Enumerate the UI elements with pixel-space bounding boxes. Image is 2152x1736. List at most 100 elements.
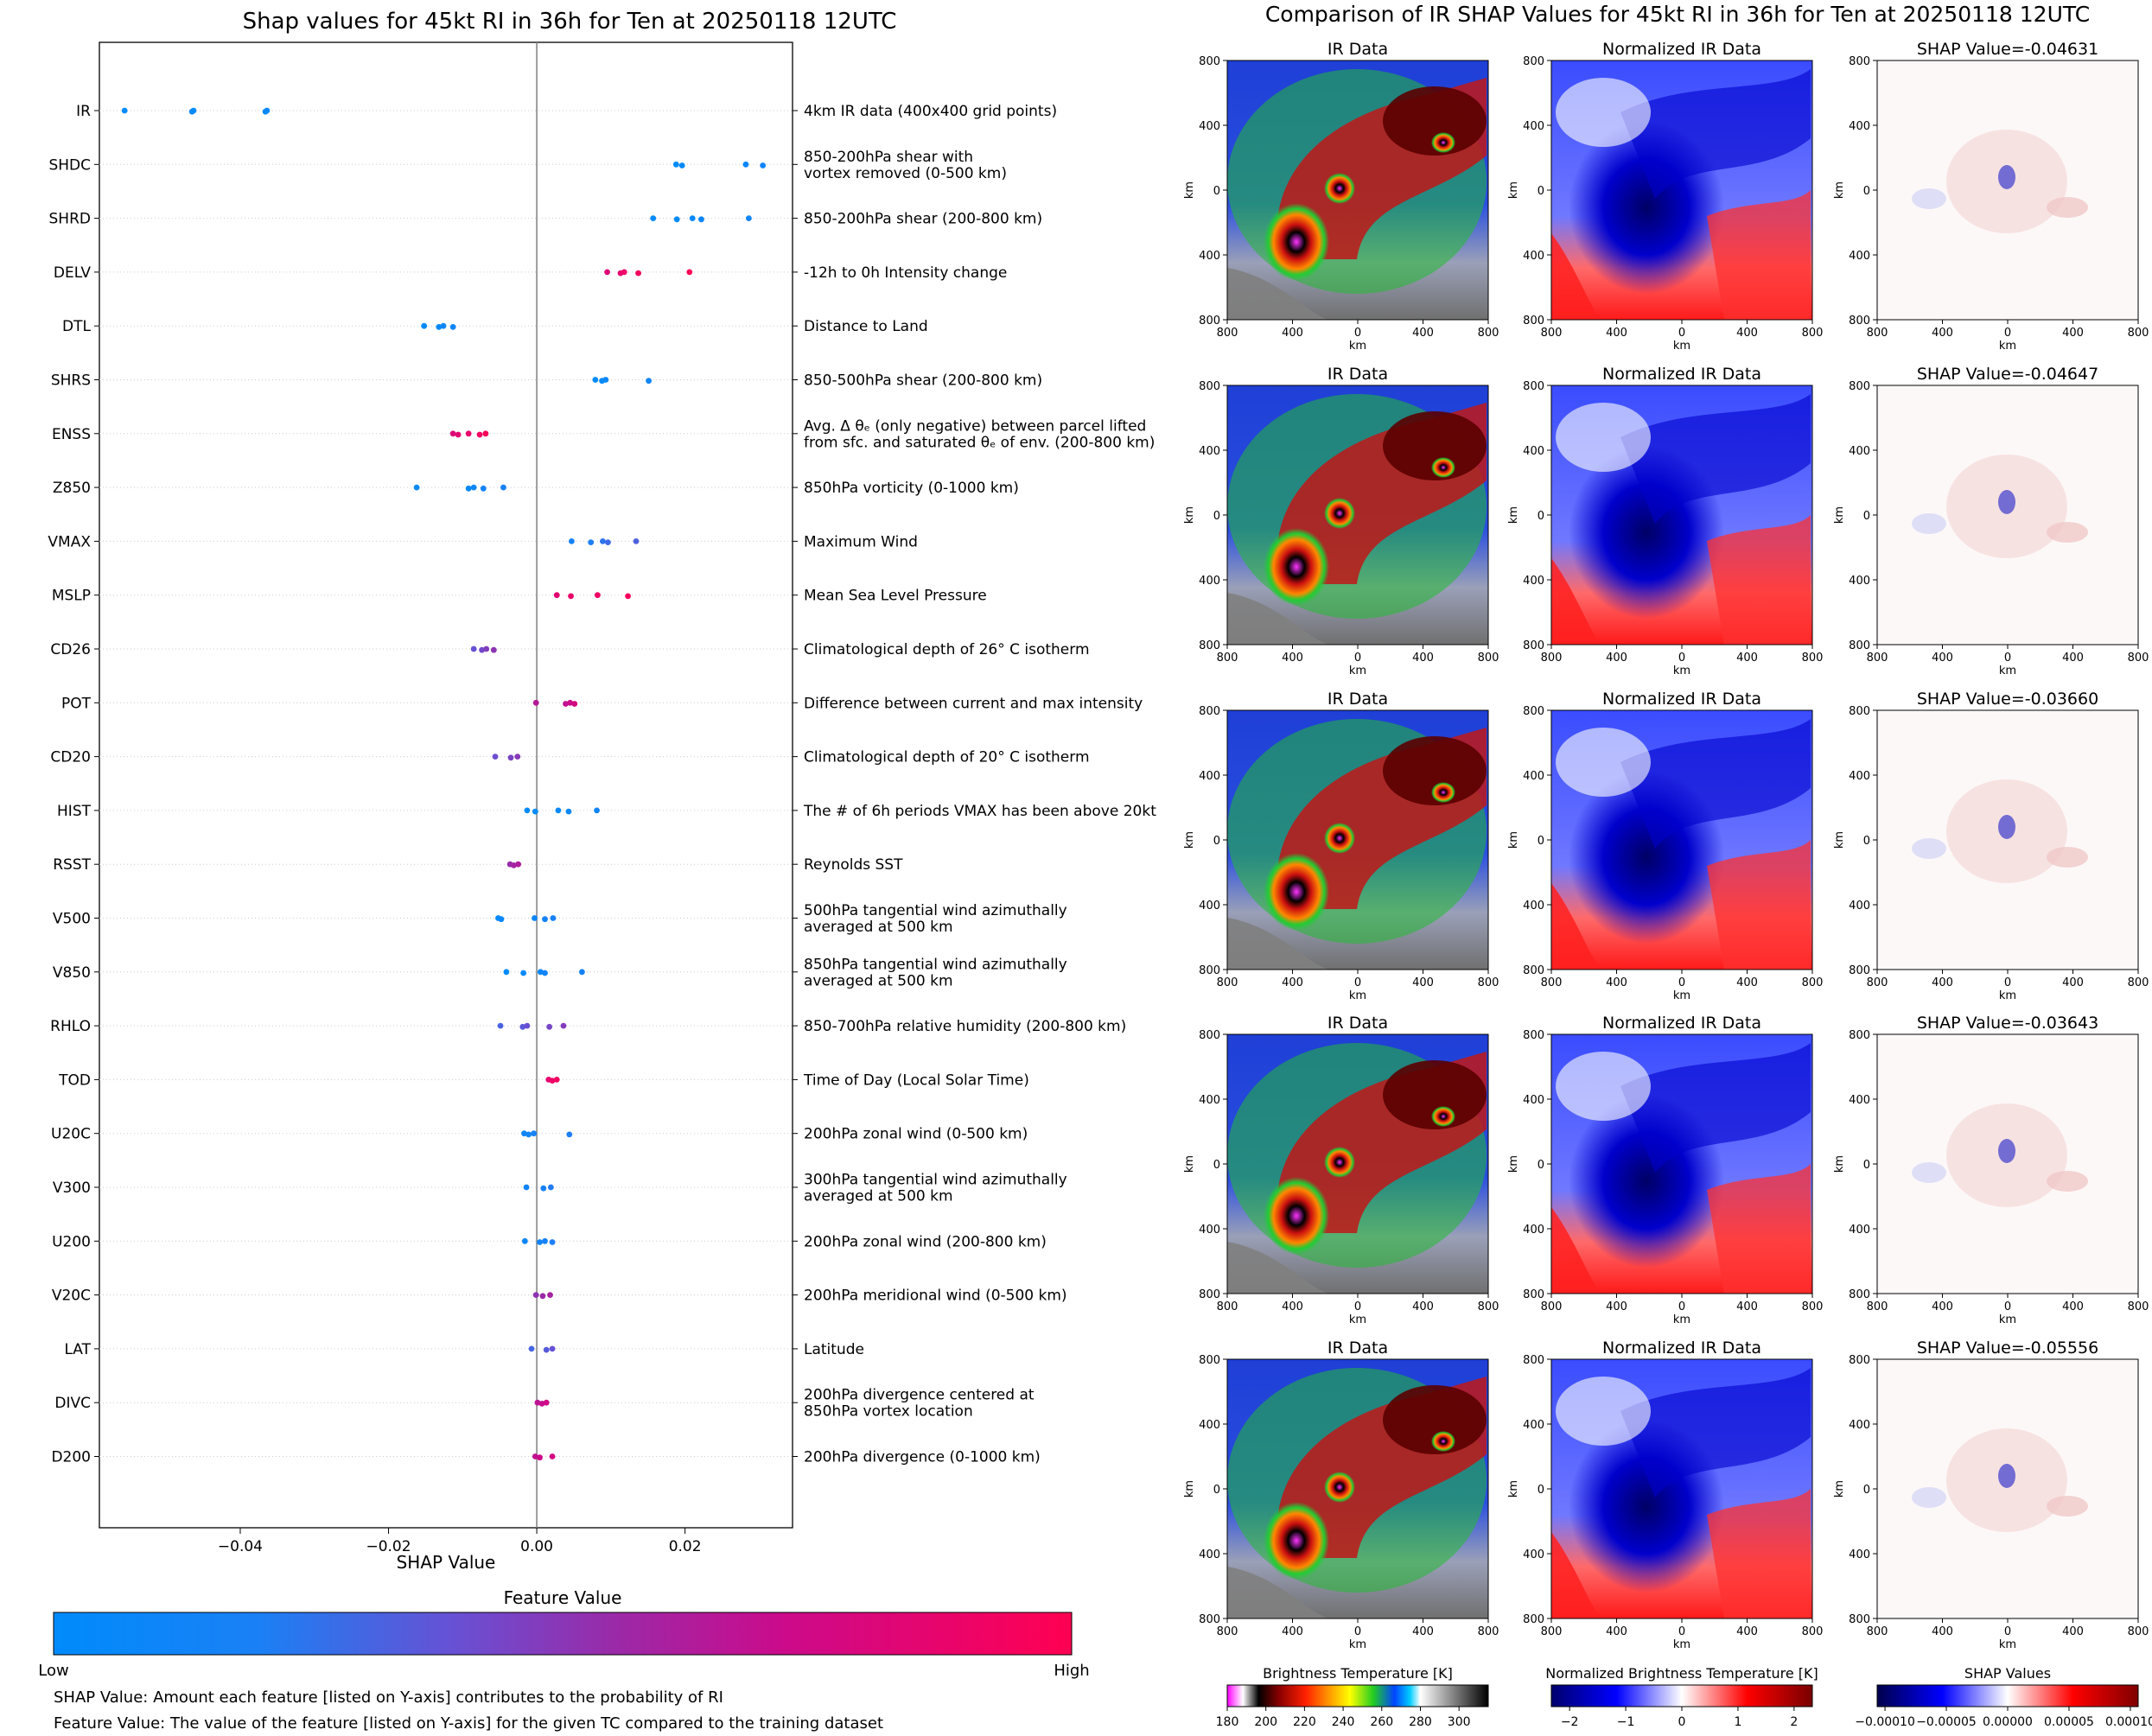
panel-x-tick-label: 400	[1606, 327, 1627, 340]
panel-x-tick-label: 400	[1282, 976, 1303, 989]
panel-colorbar-gradient	[1226, 1684, 1489, 1707]
panel-y-tick-label: 0	[1538, 835, 1544, 848]
shap-blue-core	[1998, 490, 2015, 514]
colorbar-gradient	[53, 1612, 1073, 1656]
colorbar-title: Feature Value	[504, 1587, 622, 1608]
shap-point	[698, 216, 704, 223]
panel-y-axis-label: km	[1833, 506, 1846, 524]
nir-warm-area	[1551, 233, 1603, 320]
panel-x-tick-label: 0	[1354, 1625, 1361, 1638]
panel-y-tick-label: 400	[1849, 770, 1870, 783]
panel-x-tick-label: 400	[2062, 976, 2084, 989]
panel-y-tick-label: 400	[1523, 1094, 1544, 1107]
panel-y-tick-label: 800	[1199, 1354, 1220, 1367]
panel-x-tick-label: 400	[1282, 327, 1303, 340]
panel-x-tick-label: 800	[1478, 976, 1499, 989]
ir-core-small	[1324, 498, 1355, 529]
panel-y-tick-label: 0	[1863, 1484, 1870, 1497]
feature-label: SHDC	[48, 156, 91, 174]
panel-x-tick-label: 800	[1478, 1625, 1499, 1638]
panel-x-tick-label: 0	[1354, 976, 1361, 989]
feature-label: D200	[51, 1449, 91, 1466]
shap-point	[470, 484, 477, 491]
feature-description: averaged at 500 km	[804, 919, 953, 936]
shap-point	[537, 1454, 543, 1461]
feature-description: Climatological depth of 20° C isotherm	[804, 749, 1090, 766]
panel-colorbar-gradient	[1550, 1684, 1813, 1707]
panel-x-tick-label: 0	[2004, 976, 2011, 989]
feature-description: 850hPa tangential wind azimuthally	[804, 956, 1067, 973]
panel-x-tick-label: 400	[1606, 1625, 1627, 1638]
panel-y-axis-label: km	[1183, 181, 1196, 199]
panel-y-tick-label: 400	[1523, 250, 1544, 263]
panel-y-tick-label: 400	[1849, 120, 1870, 133]
feature-description: from sfc. and saturated θₑ of env. (200-…	[804, 434, 1155, 451]
panel-y-tick-label: 0	[1863, 835, 1870, 848]
panel-x-tick-label: 800	[1541, 652, 1563, 665]
shap-point	[476, 431, 483, 438]
ir-core-small	[1324, 1472, 1355, 1503]
shap-point	[515, 861, 522, 868]
panel-x-tick-label: 800	[1867, 1300, 1888, 1313]
panel-y-tick-label: 800	[1523, 1288, 1544, 1301]
panel-x-tick-label: 800	[2128, 327, 2149, 340]
ir-core-small	[1324, 1147, 1355, 1178]
panel-y-tick-label: 400	[1849, 1094, 1870, 1107]
panel-title: SHAP Value=-0.03660	[1917, 690, 2098, 709]
panel-colorbar-title: Normalized Brightness Temperature [K]	[1545, 1665, 1818, 1682]
feature-description: 850hPa vorticity (0-1000 km)	[804, 480, 1019, 497]
panel-y-tick-label: 400	[1523, 120, 1544, 133]
x-axis-label: SHAP Value	[397, 1552, 496, 1573]
panel-x-tick-label: 800	[1541, 327, 1563, 340]
shap-point	[524, 1022, 531, 1029]
feature-description: 850-500hPa shear (200-800 km)	[804, 372, 1042, 390]
x-tick-label: −0.02	[366, 1538, 411, 1555]
shap-point	[542, 1237, 548, 1244]
feature-label: CD20	[50, 749, 91, 766]
feature-label: RSST	[53, 856, 91, 874]
nir-band	[1620, 719, 1811, 849]
panel-x-axis-label: km	[1349, 1638, 1366, 1651]
ir-core-small	[1431, 457, 1455, 478]
shap-point	[523, 1184, 530, 1191]
shap-point	[511, 862, 517, 868]
shap-point	[514, 754, 521, 760]
panel-y-tick-label: 800	[1523, 380, 1544, 393]
ir-core-small	[1431, 132, 1455, 153]
panel-x-tick-label: 800	[2128, 1625, 2149, 1638]
panel-colorbar-tick-label: 260	[1370, 1715, 1393, 1729]
feature-description: 200hPa zonal wind (200-800 km)	[804, 1233, 1047, 1250]
feature-label: MSLP	[52, 588, 91, 605]
panel-y-tick-label: 800	[1849, 964, 1870, 977]
panel-y-tick-label: 400	[1199, 1224, 1220, 1237]
shap-point	[500, 484, 506, 491]
feature-value-colorbar: Feature Value Low High	[38, 1587, 1089, 1680]
shap-point	[571, 701, 578, 707]
shap-point	[673, 216, 680, 223]
colorbar-high-label: High	[1054, 1662, 1089, 1680]
feature-label: LAT	[64, 1341, 91, 1358]
panel-y-tick-label: 800	[1849, 1354, 1870, 1367]
shap-blue-patch	[1912, 188, 1946, 209]
feature-description: 850-200hPa shear with	[804, 149, 973, 166]
feature-description: Time of Day (Local Solar Time)	[803, 1071, 1029, 1089]
panel-x-tick-label: 800	[1541, 1300, 1563, 1313]
nir-warm-area	[1707, 840, 1811, 970]
shap-blue-core	[1998, 165, 2015, 189]
nir-warm-area	[1551, 883, 1603, 970]
shap-point	[742, 161, 749, 168]
shap-point	[537, 1239, 543, 1245]
shap-point	[550, 915, 557, 921]
shap-point	[465, 485, 472, 492]
panel-y-axis-label: km	[1833, 1480, 1846, 1498]
note-shap-value: SHAP Value: Amount each feature [listed …	[54, 1688, 723, 1707]
panel-y-tick-label: 400	[1849, 1224, 1870, 1237]
panel-y-tick-label: 0	[1538, 510, 1544, 523]
panel-x-tick-label: 400	[1736, 1625, 1758, 1638]
feature-description: Reynolds SST	[804, 856, 903, 874]
ir-colorbars: Brightness Temperature [K] 180 200 220 240 26…	[1216, 1665, 2152, 1729]
panel-x-tick-label: 800	[1802, 327, 1824, 340]
panel-x-tick-label: 400	[1606, 652, 1627, 665]
